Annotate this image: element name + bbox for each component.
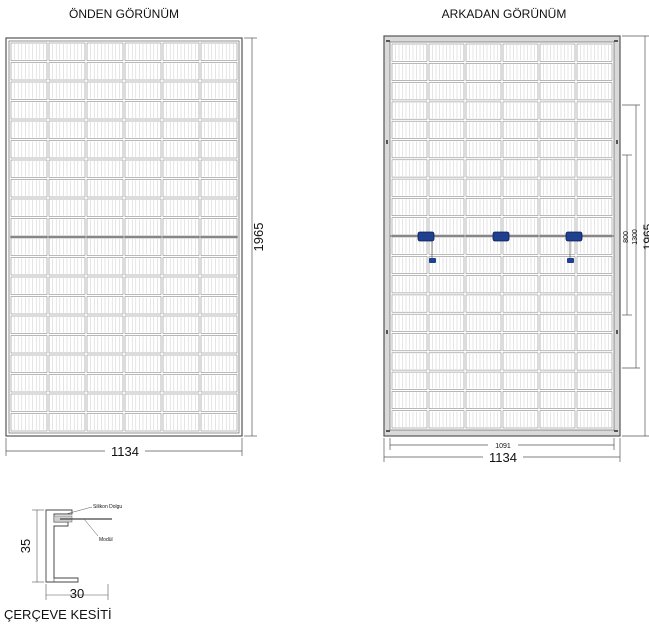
back-width-dimensions [383,438,621,462]
front-panel-inner-border [8,40,240,434]
back-dimension-1300: 1300 [632,229,639,245]
front-panel [5,37,243,437]
mount-hole [616,330,618,334]
back-panel [383,35,621,437]
front-width-dimension [5,438,243,456]
sealant-leader [65,506,93,515]
module-label: Modül [99,537,113,543]
back-width-label: 1134 [489,450,517,465]
section-height-dimension [32,509,44,583]
back-side-dimensions [622,35,649,437]
section-width-dimension [45,584,109,600]
front-cell-grid [10,42,238,432]
back-dimension-800: 800 [623,231,630,243]
back-cell-grid [391,43,613,429]
mount-hole [386,330,388,334]
connector [429,258,436,263]
module-leader [83,518,99,537]
section-height-label: 35 [18,539,33,553]
back-height-label: 1965 [641,223,649,250]
junction-box [417,231,435,242]
mount-hole [386,40,390,42]
section-title: ÇERÇEVE KESİTİ [4,607,112,622]
front-width-label: 1134 [111,444,139,459]
frame-profile [45,509,112,583]
junction-box [492,231,510,242]
mount-hole [614,40,618,42]
sealant-label: Silikon Dolgu [93,504,122,510]
back-inner-width-label: 1091 [495,443,511,450]
mount-hole [386,430,390,432]
back-view-title: ARKADAN GÖRÜNÜM [442,7,567,21]
mount-hole [614,430,618,432]
front-view-title: ÖNDEN GÖRÜNÜM [69,7,179,21]
section-width-label: 30 [70,586,84,601]
mount-hole [616,140,618,144]
front-height-label: 1965 [251,223,266,252]
front-height-dimension [244,37,257,437]
mount-hole [386,140,388,144]
junction-box [565,231,583,242]
connector [567,258,574,263]
